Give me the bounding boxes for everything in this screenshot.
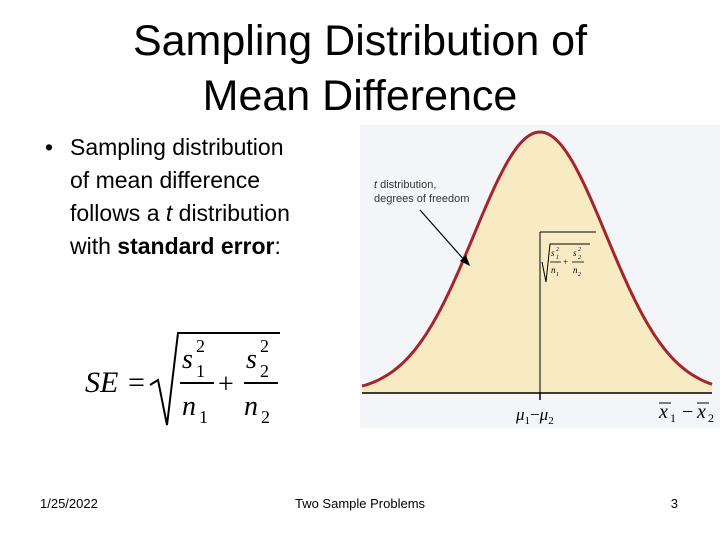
text: with	[69, 233, 117, 259]
text: −	[682, 401, 693, 423]
formula-lhs: SE	[85, 366, 118, 399]
bullet-dot: •	[45, 134, 53, 160]
text: of mean difference	[70, 167, 260, 193]
sqrt-sign	[541, 243, 590, 283]
bullet-line: of mean difference	[70, 167, 260, 193]
sub: 1	[196, 361, 205, 381]
num: s	[551, 248, 555, 258]
mini-formula: s 2 1 n 1 + s 2 2 n 2	[541, 243, 590, 283]
t-curve	[361, 130, 713, 388]
text: 2	[708, 411, 714, 425]
sub: 2	[578, 255, 581, 261]
text: 1	[525, 415, 531, 427]
curve-area	[362, 132, 712, 393]
num: s	[573, 248, 577, 258]
text: μ	[539, 405, 549, 424]
text: x	[696, 401, 706, 423]
footer-title: Two Sample Problems	[295, 496, 426, 511]
bullet-text: Sampling distribution of mean difference…	[69, 134, 290, 259]
bullet-line: with standard error:	[69, 233, 281, 259]
title-line: Mean Difference	[203, 72, 518, 120]
footer-date: 1/25/2022	[40, 496, 98, 511]
sup: 2	[556, 247, 559, 253]
sup: 2	[196, 336, 205, 356]
x-label: x 1 − x 2	[658, 401, 714, 425]
footer-page: 3	[671, 496, 678, 511]
text: Sampling distribution	[70, 134, 284, 160]
text: x	[658, 401, 668, 423]
num: s	[246, 344, 257, 375]
text: t	[166, 200, 174, 226]
text: distribution,	[377, 179, 436, 191]
title-line: Sampling Distribution of	[133, 17, 588, 65]
sub: 1	[556, 272, 559, 278]
bullet-line: Sampling distribution	[70, 134, 284, 160]
plus: +	[218, 369, 234, 400]
num: s	[182, 344, 193, 375]
sqrt-sign	[149, 332, 280, 426]
sub: 2	[578, 272, 581, 278]
den: n	[182, 391, 196, 422]
se-formula: SE = s 2 1 n 1 + s 2 2 n 2	[85, 332, 280, 427]
sub: 2	[261, 407, 270, 427]
center-label: μ1−μ2	[515, 405, 554, 427]
sup: 2	[260, 336, 269, 356]
bullet-line: follows a t distribution	[70, 200, 290, 226]
den: n	[551, 265, 556, 275]
sub: 1	[556, 255, 559, 261]
distribution-figure: t distribution, degrees of freedom s 2 1…	[360, 125, 720, 428]
sup: 2	[578, 247, 581, 253]
text: follows a	[70, 200, 166, 226]
text: standard error	[117, 233, 274, 259]
text: μ	[515, 405, 525, 424]
text: 1	[670, 411, 676, 425]
den: n	[573, 265, 578, 275]
sub: 2	[260, 361, 269, 381]
arrow	[419, 209, 467, 263]
plus: +	[563, 257, 568, 267]
text: −	[530, 405, 540, 424]
text: 2	[548, 415, 554, 427]
curve-label: degrees of freedom	[374, 193, 469, 205]
arrow-head	[460, 255, 470, 266]
curve-label: t distribution,	[374, 179, 436, 191]
text: distribution	[172, 200, 290, 226]
text: :	[275, 233, 281, 259]
den: n	[244, 391, 258, 422]
text: t	[374, 179, 378, 191]
sub: 1	[199, 407, 208, 427]
formula-eq: =	[128, 366, 145, 399]
